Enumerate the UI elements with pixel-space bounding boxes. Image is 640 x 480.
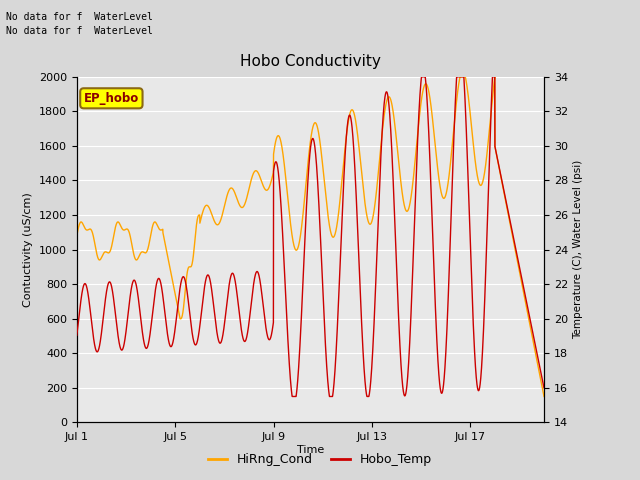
Bar	[77, 284, 544, 319]
Bar	[77, 215, 544, 250]
Legend: HiRng_Cond, Hobo_Temp: HiRng_Cond, Hobo_Temp	[203, 448, 437, 471]
Title: Hobo Conductivity: Hobo Conductivity	[240, 54, 381, 69]
Bar	[77, 111, 544, 146]
Bar	[77, 319, 544, 353]
Bar	[77, 353, 544, 388]
Y-axis label: Contuctivity (uS/cm): Contuctivity (uS/cm)	[24, 192, 33, 307]
Bar	[77, 319, 544, 353]
Bar	[77, 146, 544, 180]
Bar	[77, 77, 544, 111]
Bar	[77, 388, 544, 422]
Bar	[77, 111, 544, 146]
Text: EP_hobo: EP_hobo	[84, 92, 139, 105]
Text: No data for f  WaterLevel: No data for f WaterLevel	[6, 26, 153, 36]
Bar	[77, 180, 544, 215]
Bar	[77, 388, 544, 422]
Bar	[77, 353, 544, 388]
Bar	[77, 215, 544, 250]
X-axis label: Time: Time	[297, 445, 324, 455]
Bar	[77, 250, 544, 284]
Bar	[77, 77, 544, 111]
Text: No data for f  WaterLevel: No data for f WaterLevel	[6, 12, 153, 22]
Bar	[77, 284, 544, 319]
Y-axis label: Temperature (C), Water Level (psi): Temperature (C), Water Level (psi)	[573, 160, 584, 339]
Bar	[77, 180, 544, 215]
Bar	[77, 250, 544, 284]
Bar	[77, 146, 544, 180]
